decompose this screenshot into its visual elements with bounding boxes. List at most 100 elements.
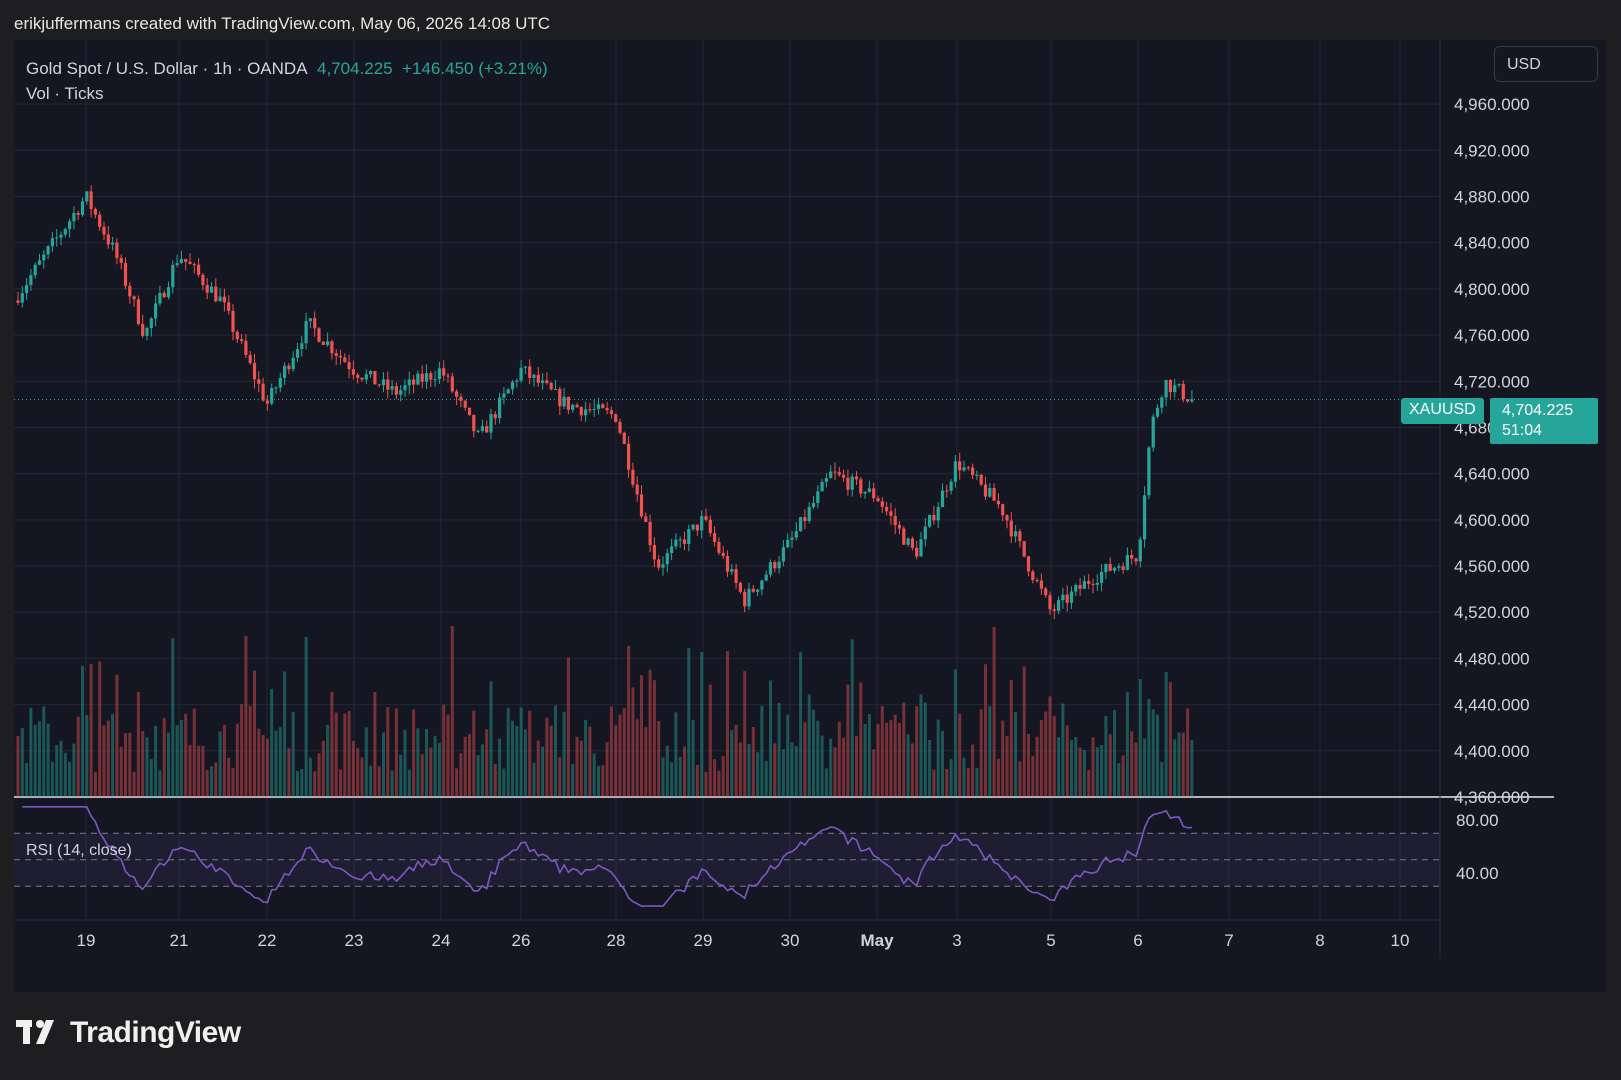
- volume-bar: [975, 767, 979, 797]
- candle-body: [747, 588, 751, 607]
- volume-bar: [416, 728, 420, 797]
- rsi-legend[interactable]: RSI (14, close): [26, 842, 132, 859]
- volume-bar: [480, 744, 484, 797]
- candle-body: [893, 515, 897, 526]
- candle-body: [799, 517, 803, 532]
- candle-body: [360, 377, 364, 380]
- candle-body: [1009, 520, 1013, 537]
- candle-body: [1061, 594, 1065, 601]
- candle-body: [433, 379, 437, 381]
- volume-bar: [377, 766, 381, 797]
- volume-bar: [244, 636, 248, 797]
- candle-body: [837, 472, 841, 475]
- candle-body: [1069, 591, 1074, 603]
- candle-body: [945, 490, 949, 492]
- candle-body: [330, 341, 334, 354]
- candle-body: [450, 376, 454, 392]
- volume-bar: [820, 735, 824, 797]
- volume-bar: [197, 745, 201, 797]
- candle-body: [214, 286, 218, 302]
- price-tag: 4,704.225 51:04: [1490, 398, 1598, 444]
- candle-body: [25, 284, 29, 294]
- candle-body: [403, 385, 407, 391]
- volume-bar: [313, 771, 317, 797]
- candle-body: [381, 379, 386, 386]
- candle-body: [291, 357, 295, 370]
- candle-body: [545, 380, 549, 384]
- volume-bar: [988, 705, 992, 797]
- volume-bar: [837, 721, 841, 797]
- candle-body: [98, 214, 102, 227]
- candle-body: [768, 562, 773, 575]
- candle-body: [493, 414, 497, 419]
- candle-body: [295, 348, 300, 358]
- candle-body: [42, 254, 46, 261]
- chart-frame[interactable]: 4,960.000 4,920.000 4,880.000 4,840.000 4,80…: [14, 40, 1606, 992]
- candle-body: [317, 328, 321, 342]
- candle-body: [979, 474, 983, 485]
- volume-bar: [523, 729, 527, 797]
- candle-body: [897, 525, 902, 529]
- candle-body: [601, 404, 605, 408]
- candle-body: [46, 246, 50, 255]
- volume-bar: [235, 723, 239, 797]
- volume-bar: [1061, 703, 1065, 797]
- candle-body: [1074, 585, 1078, 592]
- volume-bar: [863, 724, 867, 797]
- candle-body: [33, 264, 37, 276]
- volume-bar: [536, 740, 540, 797]
- volume-bar: [700, 652, 704, 797]
- volume-bar: [38, 721, 41, 797]
- volume-bar: [1125, 692, 1129, 797]
- volume-bar: [949, 759, 953, 797]
- volume-bar: [1009, 680, 1013, 797]
- volume-bar: [93, 771, 97, 797]
- candle-body: [1160, 397, 1164, 408]
- price-axis-label: 4,480.000: [1454, 649, 1530, 668]
- volume-bar: [253, 670, 256, 797]
- rsi-axis-label: 80.00: [1456, 811, 1499, 830]
- candle-body: [50, 238, 54, 247]
- volume-bar: [1078, 747, 1082, 797]
- candle-body: [89, 191, 93, 210]
- candle-body: [648, 521, 652, 546]
- volume-bar: [730, 730, 734, 797]
- volume-bar: [412, 709, 416, 797]
- volume-bar: [317, 753, 321, 797]
- volume-bar: [287, 748, 291, 797]
- volume-bar: [81, 665, 84, 797]
- candle-body: [854, 476, 859, 480]
- time-axis-label: May: [860, 931, 894, 950]
- candle-body: [928, 515, 932, 527]
- volume-bar: [248, 705, 252, 797]
- volume-bar: [154, 725, 158, 797]
- volume-legend[interactable]: Vol · Ticks: [26, 84, 104, 103]
- price-tag-value: 4,704.225: [1502, 402, 1574, 419]
- candle-body: [627, 443, 631, 470]
- volume-bar: [321, 740, 325, 797]
- volume-bar: [1095, 747, 1099, 797]
- volume-bar: [760, 705, 764, 797]
- volume-bar: [575, 736, 579, 797]
- volume-bar: [670, 762, 674, 797]
- chart-canvas[interactable]: 4,960.000 4,920.000 4,880.000 4,840.000 4,80…: [14, 40, 1606, 992]
- volume-bar: [803, 722, 807, 797]
- price-axis-label: 4,520.000: [1454, 603, 1530, 622]
- volume-bar: [386, 707, 390, 797]
- volume-bar: [489, 681, 493, 797]
- symbol-line[interactable]: Gold Spot / U.S. Dollar · 1h · OANDA: [26, 59, 308, 78]
- volume-bar: [102, 725, 106, 797]
- volume-bar: [773, 743, 777, 797]
- candle-body: [1044, 588, 1048, 596]
- volume-bar: [334, 712, 338, 797]
- last-price: 4,704.225: [317, 59, 393, 78]
- currency-button[interactable]: USD: [1494, 46, 1598, 82]
- volume-bar: [106, 720, 110, 797]
- volume-bar: [162, 718, 166, 797]
- candle-body: [1112, 567, 1117, 571]
- candle-body: [386, 379, 390, 390]
- candle-body: [356, 374, 360, 378]
- volume-bar: [631, 687, 635, 797]
- candle-body: [248, 354, 252, 363]
- candle-body: [63, 229, 67, 235]
